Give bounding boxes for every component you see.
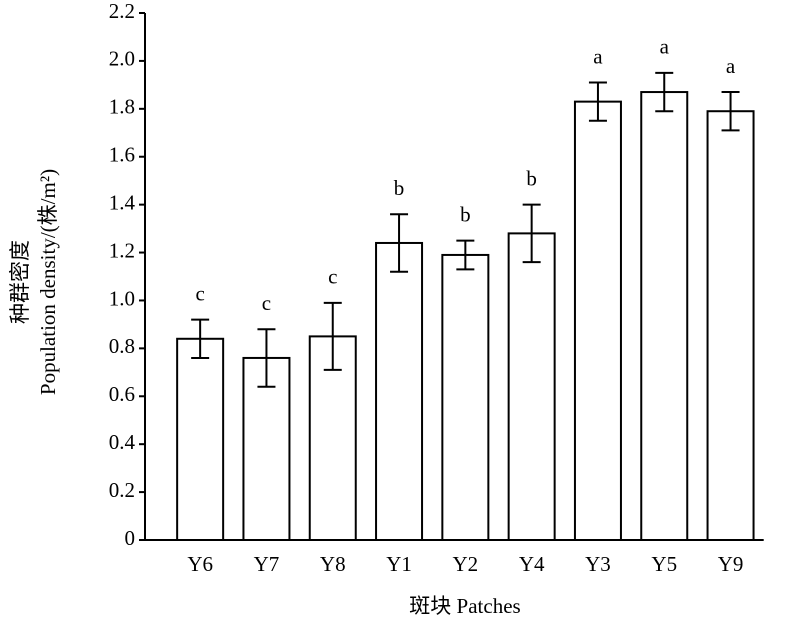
bar [176, 337, 225, 542]
significance-label: c [328, 265, 337, 289]
error-bar [390, 213, 409, 273]
error-bar [191, 318, 210, 359]
x-axis-title: 斑块 Patches [409, 594, 520, 618]
significance-label: c [195, 281, 204, 305]
y-axis-title: Population density/(株/m²) [36, 169, 60, 395]
error-bar [588, 81, 607, 122]
x-tick-label: Y8 [320, 552, 346, 576]
y-axis-title: 种群密度 [8, 240, 32, 324]
x-tick-label: Y5 [651, 552, 677, 576]
bar [573, 100, 622, 542]
error-bar [456, 239, 475, 271]
y-tick-label: 0.8 [109, 334, 135, 358]
significance-label: a [593, 44, 603, 68]
x-tick-label: Y3 [585, 552, 611, 576]
y-tick-label: 1.0 [109, 286, 135, 310]
bar [441, 253, 490, 541]
x-tick-label: Y7 [254, 552, 280, 576]
bar [507, 232, 556, 542]
y-tick-label: 1.2 [109, 238, 135, 262]
significance-label: a [660, 35, 670, 59]
error-bar [522, 203, 541, 264]
y-tick-label: 0 [125, 526, 136, 550]
y-tick-label: 1.8 [109, 95, 135, 119]
x-tick-label: Y6 [187, 552, 213, 576]
bar [640, 91, 689, 542]
y-tick-label: 0.6 [109, 382, 135, 406]
significance-label: b [526, 166, 537, 190]
error-bar [721, 91, 740, 132]
error-bar [257, 328, 276, 388]
bar [375, 241, 424, 542]
error-bar [323, 301, 342, 371]
significance-label: b [460, 202, 471, 226]
y-tick-label: 0.4 [109, 430, 136, 454]
x-tick-label: Y9 [718, 552, 744, 576]
y-tick-label: 2.0 [109, 47, 135, 71]
x-tick-label: Y4 [519, 552, 545, 576]
y-tick-label: 1.4 [109, 190, 136, 214]
y-tick-label: 1.6 [109, 143, 135, 167]
x-tick-label: Y1 [386, 552, 412, 576]
error-bar [655, 71, 674, 113]
bar [706, 110, 755, 542]
y-tick-label: 2.2 [109, 0, 135, 23]
significance-label: b [394, 176, 405, 200]
y-tick-label: 0.2 [109, 478, 135, 502]
significance-label: c [262, 291, 271, 315]
significance-label: a [726, 54, 736, 78]
bar [242, 356, 291, 542]
x-tick-label: Y2 [453, 552, 479, 576]
